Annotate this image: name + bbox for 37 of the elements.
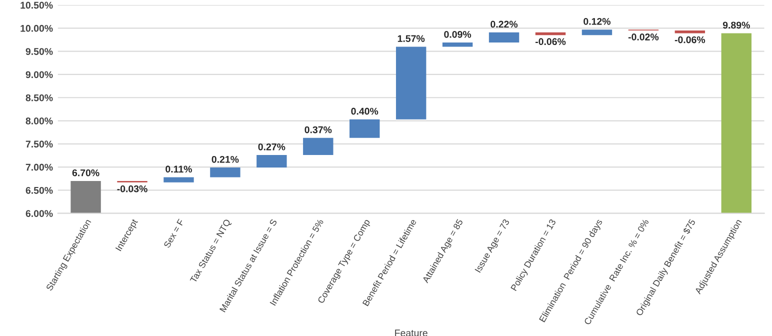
x-axis-title: Feature: [395, 330, 428, 336]
bar: [674, 30, 706, 34]
data-label: 6.70%: [72, 169, 100, 176]
bar: [488, 32, 520, 43]
bar: [303, 138, 334, 156]
data-label: -0.02%: [628, 34, 659, 40]
data-label: 1.57%: [398, 35, 425, 42]
y-tick-label: 7.00%: [26, 164, 53, 171]
y-tick-label: 6.00%: [26, 210, 53, 217]
bar: [396, 46, 426, 120]
bar: [350, 119, 380, 138]
y-tick-label: 10.00%: [20, 24, 53, 32]
x-tick-label: Sex = F: [163, 218, 184, 248]
data-label: -0.06%: [535, 38, 566, 46]
y-tick-label: 9.50%: [26, 48, 53, 55]
data-label: 0.27%: [258, 143, 286, 150]
data-label: 0.40%: [351, 108, 378, 115]
y-tick-label: 6.50%: [26, 186, 53, 194]
data-label: 0.12%: [584, 18, 611, 25]
data-label: -0.03%: [117, 185, 148, 192]
y-tick-label: 7.50%: [26, 140, 53, 148]
bar: [164, 177, 194, 182]
data-label: 0.22%: [490, 20, 518, 28]
bar: [582, 30, 612, 36]
data-label: -0.06%: [674, 36, 706, 44]
data-label: 0.21%: [212, 156, 239, 163]
data-label: 0.37%: [304, 126, 332, 134]
bar: [442, 42, 473, 47]
y-tick-label: 8.00%: [26, 118, 53, 124]
y-tick-label: 9.00%: [26, 71, 53, 78]
data-label: 0.11%: [166, 166, 192, 173]
y-tick-label: 8.50%: [26, 94, 53, 102]
y-tick-label: 10.50%: [20, 2, 53, 9]
data-label: 0.09%: [444, 30, 472, 38]
bar: [210, 168, 240, 178]
bar: [256, 155, 287, 168]
data-label: 9.89%: [722, 22, 750, 29]
